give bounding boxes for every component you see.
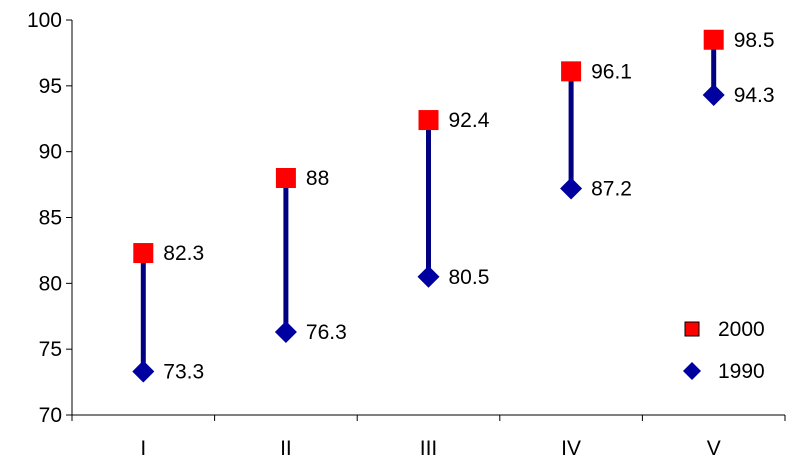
x-tick-label: IV <box>561 437 581 460</box>
data-label-2000: 92.4 <box>449 109 490 132</box>
x-tick-label: III <box>420 437 438 460</box>
y-tick-label: 70 <box>39 404 62 427</box>
marker-1990 <box>702 84 725 107</box>
markers <box>132 29 725 383</box>
legend-item-1990-label: 1990 <box>718 360 765 383</box>
marker-1990 <box>132 360 155 383</box>
marker-2000 <box>275 168 296 188</box>
legend: 2000 1990 <box>683 318 765 383</box>
legend-item-2000-marker <box>684 321 700 337</box>
legend-item-1990-marker <box>683 362 701 380</box>
x-tick-label: II <box>280 437 292 460</box>
data-label-1990: 87.2 <box>591 178 632 201</box>
connectors <box>140 39 717 372</box>
x-axis: I II III IV V <box>71 414 786 460</box>
data-label-2000: 96.1 <box>591 60 632 83</box>
data-label-2000: 98.5 <box>734 29 775 52</box>
data-label-2000: 88 <box>306 167 329 190</box>
data-label-1990: 76.3 <box>306 321 347 344</box>
y-tick-label: 75 <box>39 338 62 361</box>
y-tick-label: 90 <box>39 141 62 164</box>
y-tick-label: 95 <box>39 75 62 98</box>
y-tick-label: 85 <box>39 207 62 230</box>
marker-1990 <box>274 321 297 344</box>
data-label-1990: 94.3 <box>734 84 775 107</box>
marker-2000 <box>133 243 154 264</box>
x-tick-label: I <box>140 437 146 460</box>
legend-item-2000-label: 2000 <box>718 318 765 341</box>
marker-1990 <box>417 265 440 288</box>
x-tick-label: V <box>707 437 721 460</box>
marker-2000 <box>561 61 582 82</box>
data-label-1990: 73.3 <box>163 361 204 384</box>
marker-1990 <box>560 177 583 200</box>
data-label-2000: 82.3 <box>163 242 204 265</box>
y-axis: 70 75 80 85 90 95 100 <box>27 9 73 427</box>
y-tick-label: 100 <box>27 9 62 32</box>
data-label-1990: 80.5 <box>449 266 490 289</box>
marker-2000 <box>703 29 724 50</box>
marker-2000 <box>418 110 439 131</box>
y-tick-label: 80 <box>39 272 62 295</box>
data-labels: 82.3 88 92.4 96.1 98.5 73.3 76.3 80.5 87.2 94.3 <box>163 29 774 384</box>
